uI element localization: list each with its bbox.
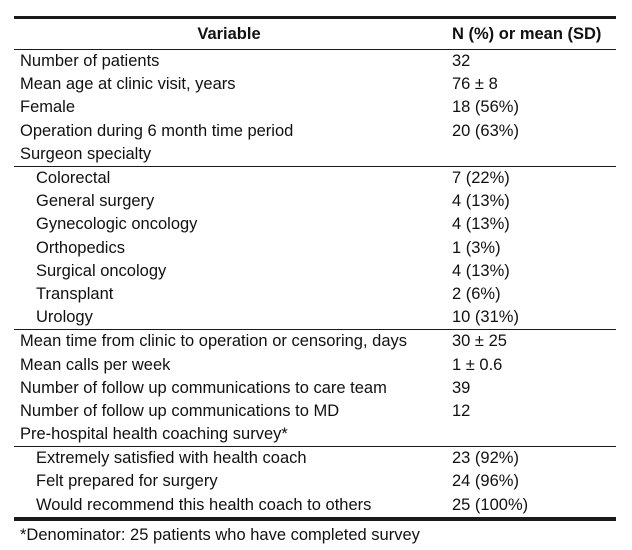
table-row: Number of patients 32 [14,50,616,73]
table-row: Orthopedics 1 (3%) [14,237,616,260]
table-row: Transplant 2 (6%) [14,283,616,306]
table-row: Surgeon specialty [14,143,616,166]
row-value: 18 (56%) [452,98,519,117]
row-value: 25 (100%) [452,495,529,514]
row-value: 23 (92%) [452,449,519,468]
bottom-rule [14,517,616,521]
table-row: Pre-hospital health coaching survey* [14,423,616,446]
header-rule [14,49,616,50]
rows-mid: Mean time from clinic to operation or ce… [14,330,616,446]
row-label: Female [20,98,76,117]
table-row: Operation during 6 month time period 20 (… [14,120,616,143]
row-value: 24 (96%) [452,472,519,491]
row-label: Mean time from clinic to operation or ce… [20,332,408,351]
table-row: Surgical oncology 4 (13%) [14,260,616,283]
row-label: Transplant [36,284,114,303]
survey-group: Extremely satisfied with health coach 23 … [14,446,616,518]
row-value: 39 [452,378,471,397]
row-value: 32 [452,52,471,71]
row-label: Extremely satisfied with health coach [36,449,307,468]
table-row: Mean age at clinic visit, years 76 ± 8 [14,73,616,96]
table-row: Colorectal 7 (22%) [14,167,616,190]
row-label: Number of follow up communications to ca… [20,378,387,397]
row-value: 12 [452,401,471,420]
row-label: Pre-hospital health coaching survey* [20,425,288,444]
row-value: 4 (13%) [452,261,510,280]
row-label: Felt prepared for surgery [36,472,218,491]
row-label: Surgeon specialty [20,144,152,163]
table-row: Extremely satisfied with health coach 23 … [14,447,616,470]
row-value: 7 (22%) [452,169,510,188]
row-label: Number of follow up communications to MD [20,401,340,420]
row-label: Number of patients [20,52,160,71]
row-value: 1 (3%) [452,238,501,257]
table-row: Urology 10 (31%) [14,306,616,329]
header-variable: Variable [197,24,261,43]
top-rule [14,16,616,19]
row-label: Gynecologic oncology [36,215,198,234]
row-value: 76 ± 8 [452,75,498,94]
table-row: Felt prepared for surgery 24 (96%) [14,470,616,493]
row-value: 10 (31%) [452,308,519,327]
row-value: 4 (13%) [452,215,510,234]
table-row: Would recommend this health coach to oth… [14,494,616,517]
table-row: General surgery 4 (13%) [14,190,616,213]
row-value: 20 (63%) [452,121,519,140]
table-row: Mean time from clinic to operation or ce… [14,330,616,353]
row-label: Orthopedics [36,238,125,257]
row-label: Mean age at clinic visit, years [20,75,236,94]
specialty-group: Colorectal 7 (22%) General surgery 4 (13%)… [14,165,616,331]
row-label: General surgery [36,192,155,211]
row-value: 4 (13%) [452,192,510,211]
row-label: Would recommend this health coach to oth… [36,495,372,514]
row-label: Operation during 6 month time period [20,121,294,140]
table-row: Number of follow up communications to ca… [14,377,616,400]
table-header: Variable N (%) or mean (SD) [14,19,616,49]
row-value: 30 ± 25 [452,332,507,351]
table-row: Gynecologic oncology 4 (13%) [14,213,616,236]
row-label: Colorectal [36,169,111,188]
rows-top: Number of patients 32 Mean age at clinic … [14,50,616,166]
table-row: Female 18 (56%) [14,96,616,119]
row-value: 1 ± 0.6 [452,355,503,374]
row-label: Urology [36,308,93,327]
footnote: *Denominator: 25 patients who have compl… [20,525,420,544]
header-value: N (%) or mean (SD) [452,24,602,43]
data-table: Variable N (%) or mean (SD) Number of pa… [14,16,616,545]
row-value: 2 (6%) [452,284,501,303]
table-row: Number of follow up communications to MD… [14,400,616,423]
row-label: Mean calls per week [20,355,171,374]
row-label: Surgical oncology [36,261,167,280]
table-row: Mean calls per week 1 ± 0.6 [14,353,616,376]
